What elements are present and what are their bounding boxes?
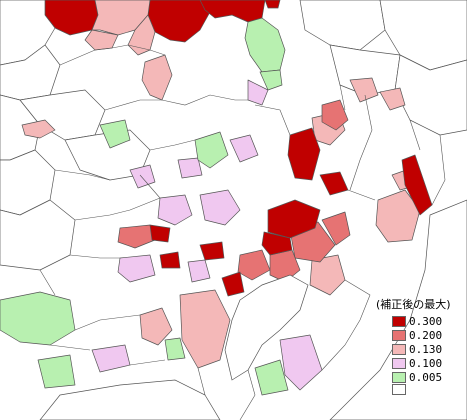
region-pink-e2	[379, 87, 406, 111]
boundary-line	[49, 344, 91, 351]
boundary-line	[347, 189, 376, 201]
legend-label: 0.200	[409, 328, 443, 342]
region-dark-7	[199, 241, 225, 261]
region-dark-8	[159, 251, 181, 269]
boundary-line	[321, 279, 371, 371]
legend-row: 0.005	[392, 370, 442, 384]
legend-row: 0.100	[392, 356, 442, 370]
region-lav-1	[199, 189, 241, 226]
region-green-sw-3	[194, 131, 229, 169]
region-green-sw-1	[0, 291, 76, 346]
legend: (補正後の最大) 0.300 0.200 0.130 0.100 0.005	[376, 296, 464, 395]
region-green-sw-4	[37, 354, 76, 389]
region-dark-1	[287, 127, 321, 181]
region-pink-s1	[179, 289, 231, 369]
boundary-line	[104, 94, 248, 111]
legend-swatch	[392, 357, 406, 369]
region-lav-2	[157, 194, 193, 226]
region-rose-1	[321, 99, 349, 131]
legend-swatch	[392, 343, 406, 355]
region-green-sw-5	[164, 337, 186, 361]
region-green-se-1	[254, 359, 289, 396]
region-lav-3	[229, 134, 259, 163]
boundary-line	[129, 359, 166, 366]
legend-label: 0.300	[409, 314, 443, 328]
region-dark-9	[221, 271, 245, 297]
legend-row: 0.130	[392, 342, 442, 356]
region-lav-6	[279, 334, 323, 391]
region-pink-e1	[349, 77, 379, 103]
boundary-line	[339, 84, 346, 111]
region-dark-4	[267, 199, 321, 239]
region-lav-4	[129, 164, 156, 189]
boundary-line	[149, 139, 196, 151]
region-pink-w1	[21, 119, 56, 139]
tokyo-bay	[224, 274, 309, 381]
region-pink-s2	[139, 307, 173, 346]
boundary-line	[239, 369, 256, 420]
legend-label: 0.100	[409, 356, 443, 370]
legend-swatch	[392, 383, 406, 395]
region-rose-2	[117, 224, 156, 249]
region-rose-5	[237, 249, 271, 281]
region-pink-e4	[375, 189, 421, 243]
region-dark-6	[149, 224, 171, 243]
region-green-2	[259, 69, 283, 91]
boundary-line	[349, 94, 373, 191]
region-white-11	[64, 129, 151, 181]
boundary-line	[254, 104, 291, 136]
legend-swatch	[392, 315, 406, 327]
boundary-line	[431, 134, 446, 206]
legend-title: (補正後の最大)	[376, 298, 451, 311]
pacific-east	[329, 199, 467, 420]
region-lav-9	[187, 259, 211, 283]
region-north-3	[199, 0, 266, 23]
region-lav-5	[247, 79, 269, 106]
legend-label: 0.005	[409, 370, 443, 384]
boundary-line	[197, 367, 206, 396]
region-rose-4	[321, 211, 351, 246]
legend-row: 0.300	[392, 314, 442, 328]
region-dark-3	[401, 154, 433, 216]
legend-row	[392, 382, 409, 396]
legend-row: 0.200	[392, 328, 442, 342]
legend-label: 0.130	[409, 342, 443, 356]
region-pink-s3	[309, 254, 346, 296]
region-lav-10	[177, 157, 203, 179]
boundary-line	[69, 254, 120, 259]
boundary-line	[139, 174, 161, 199]
boundary-line	[39, 269, 56, 296]
region-white-10	[0, 199, 76, 271]
region-green-sw-2	[99, 119, 131, 149]
boundary-line	[74, 197, 161, 221]
region-lav-8	[117, 254, 156, 283]
boundary-line	[409, 119, 421, 151]
legend-swatch	[392, 329, 406, 341]
region-north-4	[264, 0, 281, 9]
legend-swatch	[392, 371, 406, 383]
boundary-line	[59, 44, 166, 66]
region-dark-5	[261, 231, 293, 256]
municipality-boundaries	[39, 44, 446, 420]
boundary-line	[54, 169, 111, 181]
boundary-line	[74, 314, 141, 331]
